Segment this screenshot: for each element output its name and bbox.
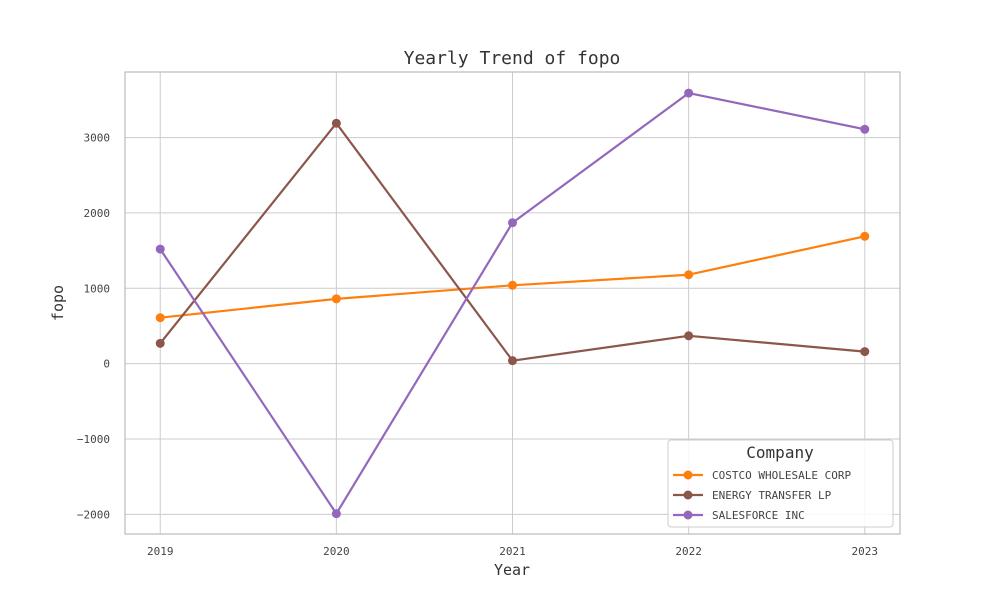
x-tick-label: 2022 (675, 545, 702, 558)
data-point-costco-wholesale-corp (331, 294, 341, 304)
plot-frame (124, 71, 901, 535)
legend-title: Company (746, 443, 814, 462)
data-point-costco-wholesale-corp (860, 231, 870, 241)
x-tick-label: 2019 (147, 545, 174, 558)
data-point-salesforce-inc (508, 218, 517, 228)
x-axis-label: Year (494, 561, 530, 579)
legend-swatch-marker-salesforce-inc (683, 510, 693, 520)
y-tick-label: −2000 (77, 508, 110, 521)
data-point-energy-transfer-lp (508, 356, 517, 366)
legend-box (667, 439, 894, 528)
y-tick-label: 3000 (84, 132, 111, 145)
data-point-energy-transfer-lp (155, 338, 165, 348)
data-point-energy-transfer-lp (860, 347, 870, 357)
data-point-salesforce-inc (860, 124, 870, 134)
tick-layer: 2019 2020 2021 2022 2023 −2000 −1000 0 1000 2000 3… (77, 132, 878, 558)
data-point-energy-transfer-lp (331, 118, 341, 128)
legend-swatch-marker-energy-transfer-lp (683, 490, 693, 500)
y-tick-label: 0 (103, 358, 110, 371)
y-tick-label: 2000 (84, 207, 111, 220)
series-layer (155, 88, 870, 519)
data-point-costco-wholesale-corp (684, 270, 694, 280)
legend-label-costco-wholesale-corp: COSTCO WHOLESALE CORP (712, 469, 851, 482)
legend-label-salesforce-inc: SALESFORCE INC (712, 509, 805, 522)
data-point-costco-wholesale-corp (508, 280, 517, 290)
x-tick-label: 2021 (499, 545, 526, 558)
legend-entries: COSTCO WHOLESALE CORP ENERGY TRANSFER LP S… (673, 469, 851, 522)
data-point-energy-transfer-lp (684, 331, 694, 341)
chart-title: Yearly Trend of fopo (404, 48, 621, 69)
y-tick-label: −1000 (77, 433, 110, 446)
legend-swatch-marker-costco-wholesale-corp (683, 470, 693, 480)
legend-label-energy-transfer-lp: ENERGY TRANSFER LP (712, 489, 832, 502)
data-point-costco-wholesale-corp (155, 313, 165, 323)
data-point-salesforce-inc (331, 509, 341, 519)
data-point-salesforce-inc (155, 244, 165, 254)
y-tick-label: 1000 (84, 282, 111, 295)
y-axis-label: fopo (49, 285, 67, 321)
legend: Company COSTCO WHOLESALE CORP ENERGY TRAN… (667, 439, 894, 528)
data-point-salesforce-inc (684, 88, 694, 98)
x-tick-label: 2023 (852, 545, 879, 558)
x-tick-label: 2020 (323, 545, 350, 558)
